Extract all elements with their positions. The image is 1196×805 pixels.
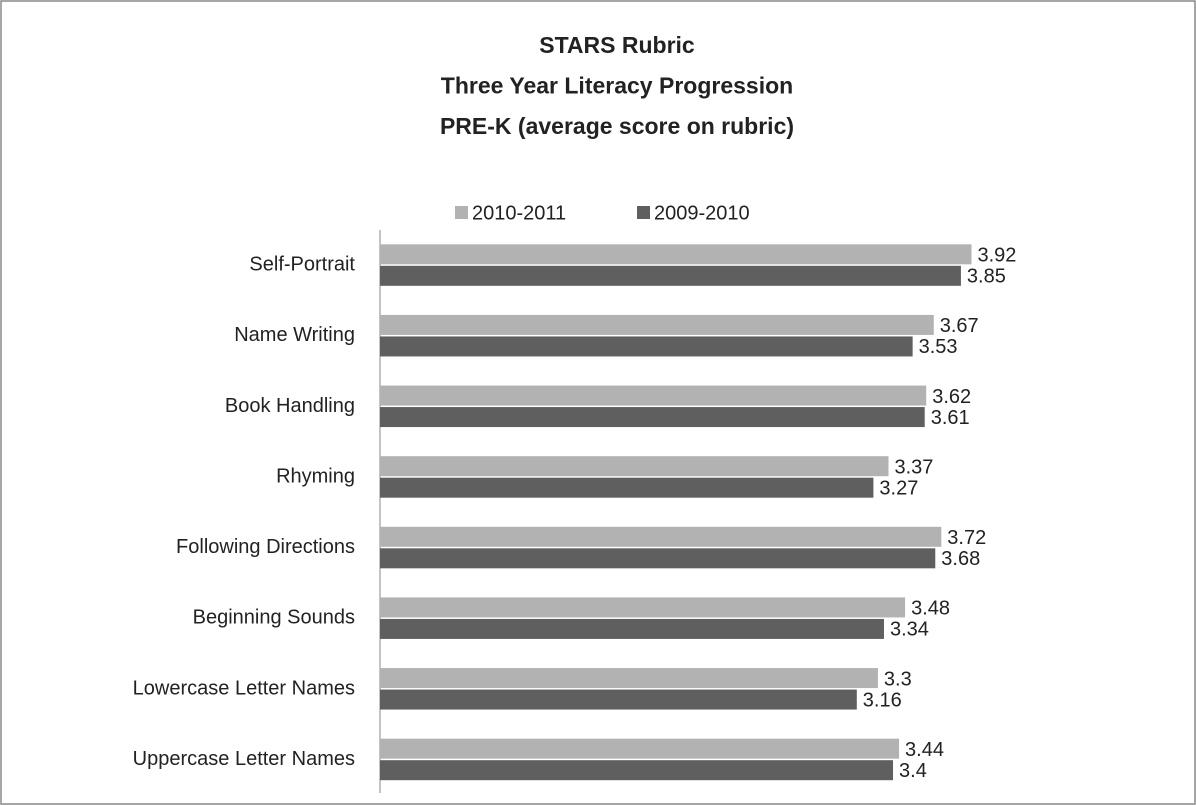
bar: [380, 738, 900, 759]
y-tick-label: Book Handling: [225, 395, 355, 417]
bar: [380, 526, 942, 547]
data-label: 3.37: [894, 456, 933, 478]
y-tick-label: Uppercase Letter Names: [133, 748, 355, 770]
y-tick-label: Name Writing: [234, 324, 355, 346]
data-label: 3.72: [947, 527, 986, 549]
data-label: 3.92: [977, 245, 1016, 267]
bar: [380, 336, 913, 357]
chart-title: STARS Rubric: [539, 32, 695, 58]
legend-label: 2009-2010: [654, 202, 750, 224]
data-label: 3.53: [919, 336, 958, 358]
y-tick-label: Rhyming: [276, 465, 355, 487]
bar: [380, 407, 925, 428]
bar: [380, 597, 906, 618]
data-label: 3.27: [879, 477, 918, 499]
bar: [380, 314, 934, 335]
legend-swatch: [637, 206, 650, 219]
data-label: 3.68: [941, 548, 980, 570]
data-label: 3.67: [940, 315, 979, 337]
bar: [380, 244, 972, 265]
legend-swatch: [455, 206, 468, 219]
data-label: 3.85: [967, 266, 1006, 288]
data-label: 3.4: [899, 760, 927, 782]
bar: [380, 689, 857, 710]
chart-title: Three Year Literacy Progression: [441, 73, 793, 99]
y-tick-label: Beginning Sounds: [193, 607, 355, 629]
data-label: 3.62: [932, 386, 971, 408]
data-label: 3.48: [911, 598, 950, 620]
bar: [380, 265, 961, 286]
legend-label: 2010-2011: [472, 202, 566, 224]
bar: [380, 548, 936, 569]
data-label: 3.3: [884, 668, 912, 690]
y-tick-label: Self-Portrait: [249, 254, 355, 276]
bar: [380, 385, 927, 406]
data-label: 3.34: [890, 619, 929, 641]
bar: [380, 618, 884, 639]
data-label: 3.16: [863, 689, 902, 711]
data-label: 3.61: [931, 407, 970, 429]
data-label: 3.44: [905, 739, 944, 761]
y-tick-label: Following Directions: [176, 536, 355, 558]
bar: [380, 668, 878, 689]
bar: [380, 760, 894, 781]
bar: [380, 477, 874, 498]
chart-title: PRE-K (average score on rubric): [440, 113, 794, 139]
y-tick-label: Lowercase Letter Names: [133, 677, 355, 699]
bar: [380, 456, 889, 477]
